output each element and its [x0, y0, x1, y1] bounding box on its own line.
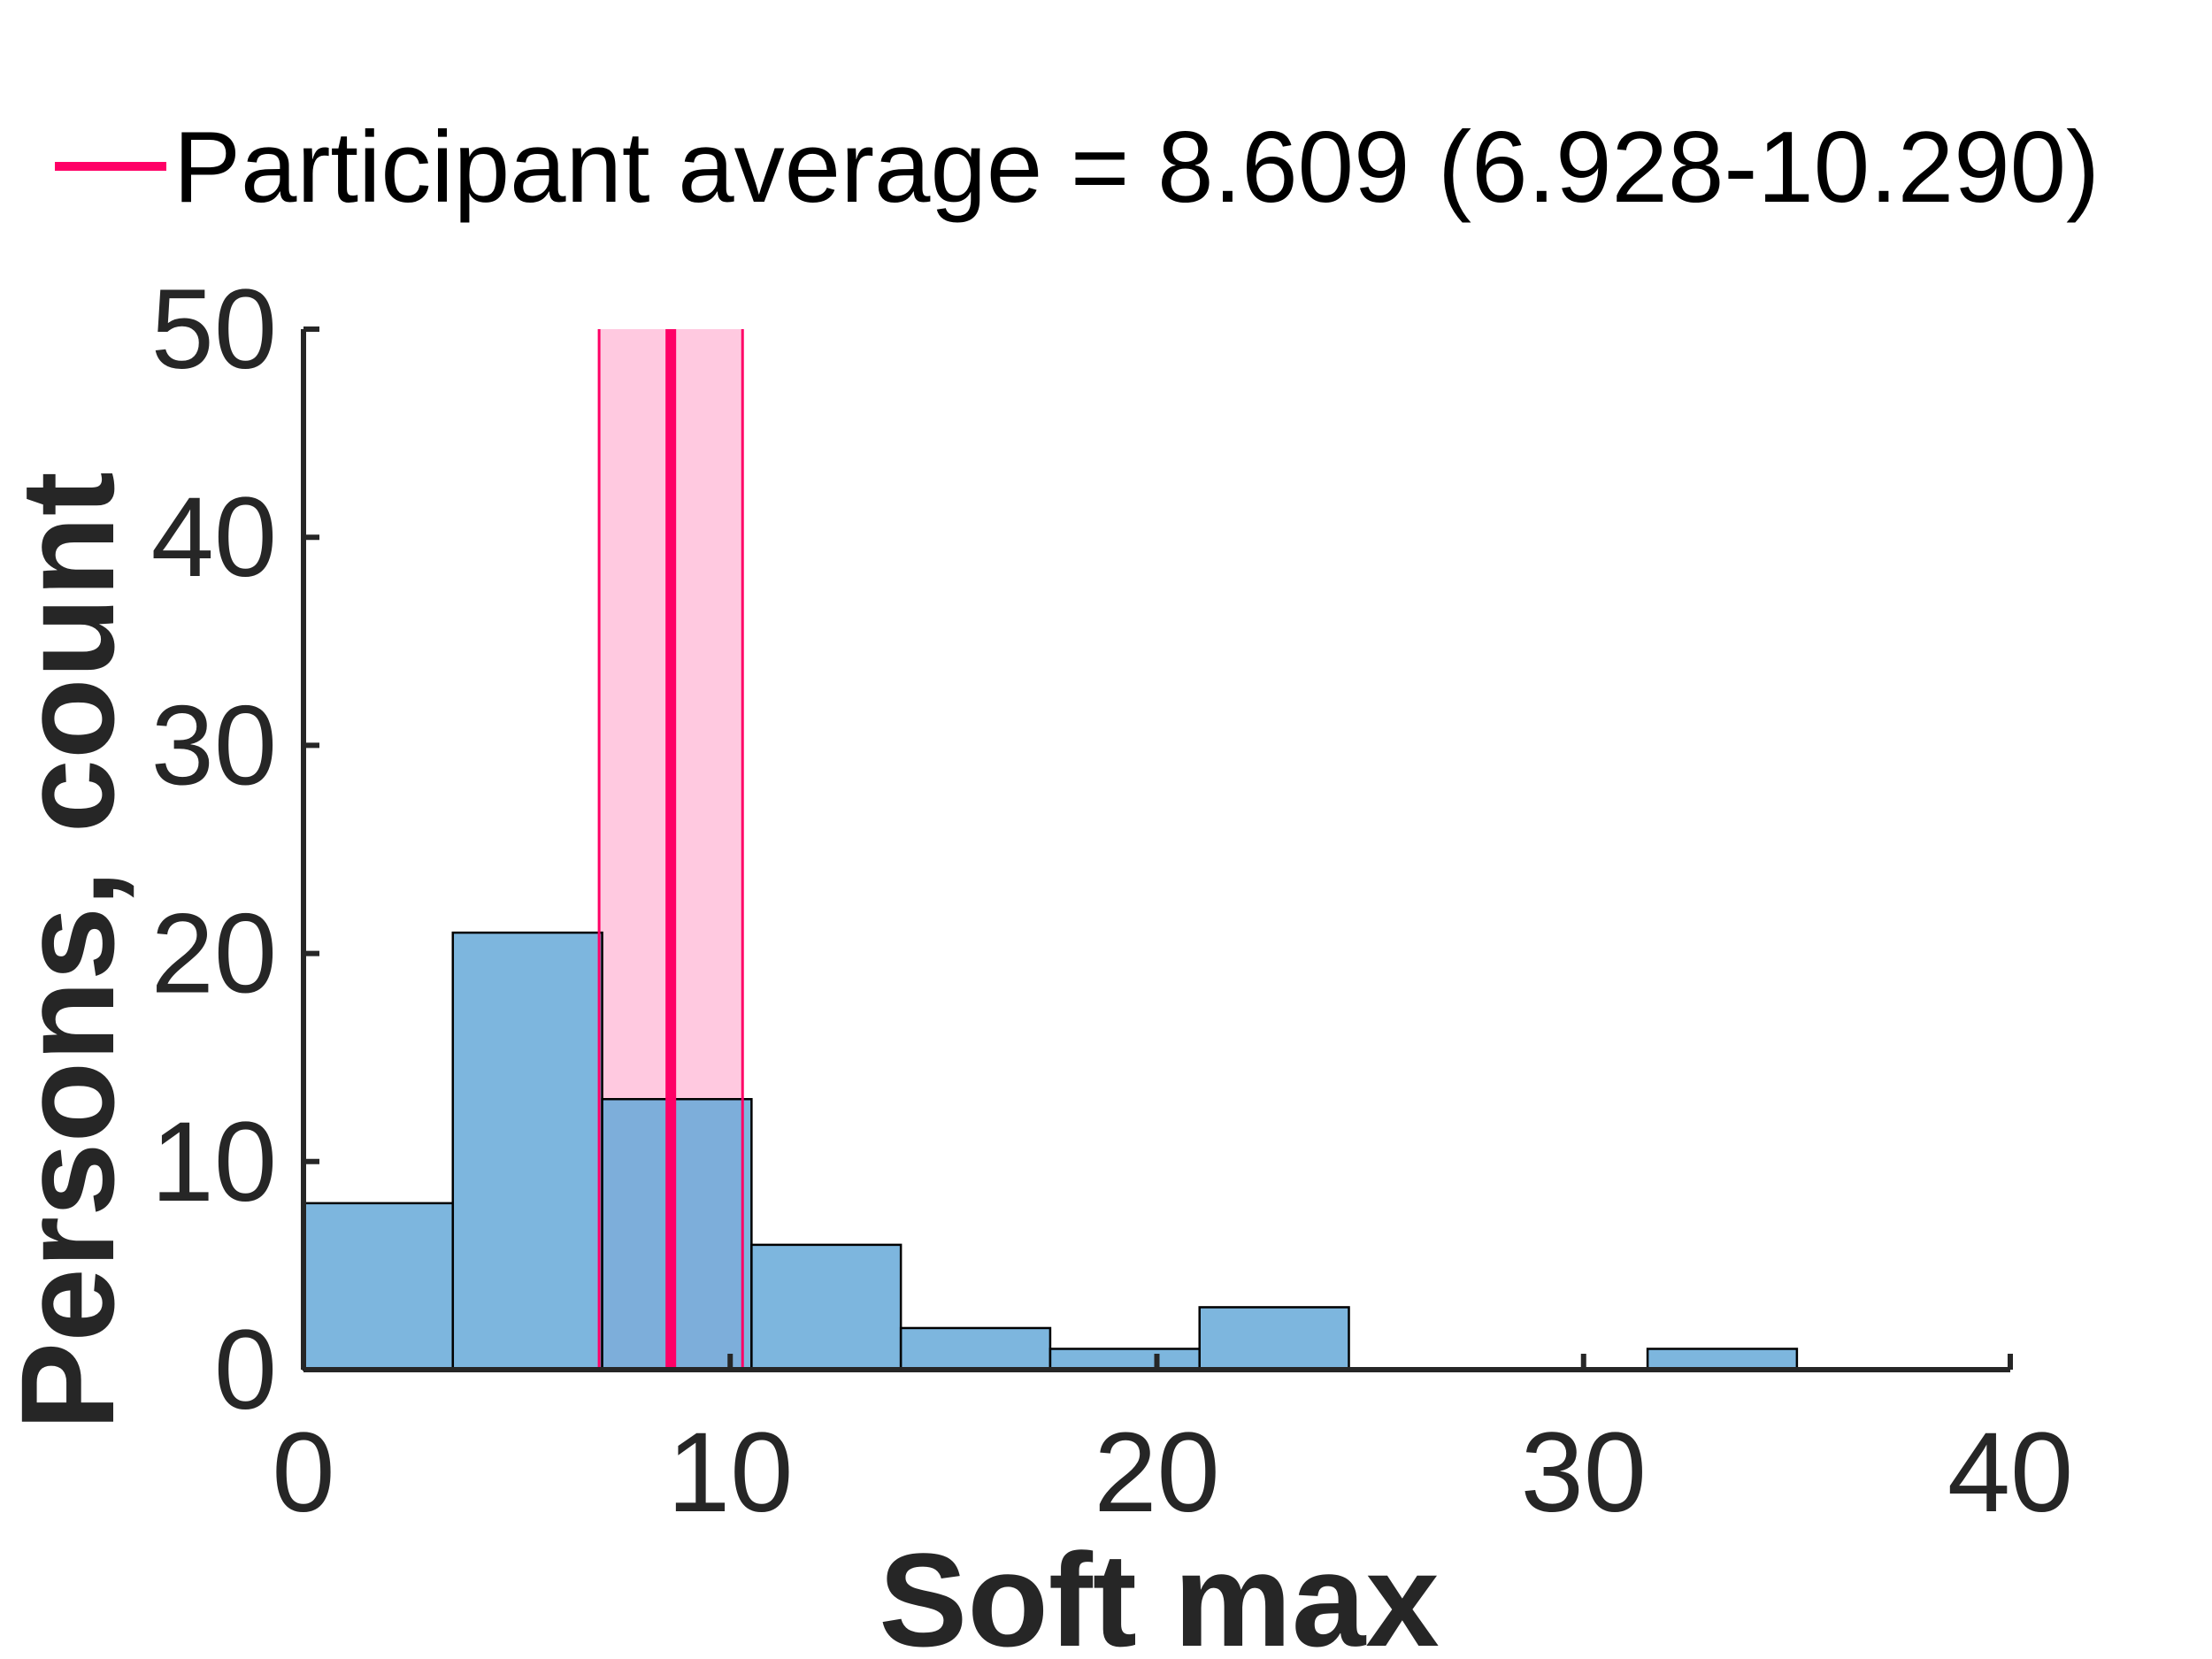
histogram-bar	[1198, 1306, 1350, 1371]
histogram-bar	[601, 1097, 753, 1371]
legend: Participant average = 8.609 (6.928-10.29…	[55, 111, 2100, 224]
y-tick-label: 0	[214, 1307, 277, 1433]
histogram-bar	[899, 1326, 1052, 1371]
histogram-bar	[451, 931, 603, 1371]
x-axis-title: Soft max	[879, 1525, 1439, 1659]
histogram-bar	[302, 1202, 455, 1371]
y-tick-label: 50	[151, 266, 277, 393]
x-tick-label: 30	[1521, 1409, 1647, 1536]
y-tick-label: 20	[151, 891, 277, 1018]
x-tick-label: 20	[1094, 1409, 1219, 1536]
histogram-bar	[750, 1243, 902, 1371]
mean-layer	[597, 329, 744, 1370]
histogram-bar	[1646, 1348, 1799, 1371]
x-tick-label: 40	[1947, 1409, 2073, 1536]
y-tick-label: 30	[151, 682, 277, 809]
ticks-layer: 0 10 20 30 40 50 0 10 20 30 40	[151, 266, 2074, 1536]
x-tick-label: 0	[272, 1409, 334, 1536]
histogram-bar	[1048, 1348, 1201, 1371]
y-tick-label: 10	[151, 1099, 277, 1225]
x-tick-label: 10	[667, 1409, 793, 1536]
y-tick-label: 40	[151, 474, 277, 601]
legend-label: Participant average = 8.609 (6.928-10.29…	[173, 111, 2100, 224]
y-axis-title: Persons, count	[0, 472, 142, 1431]
bars-layer	[302, 931, 1799, 1371]
